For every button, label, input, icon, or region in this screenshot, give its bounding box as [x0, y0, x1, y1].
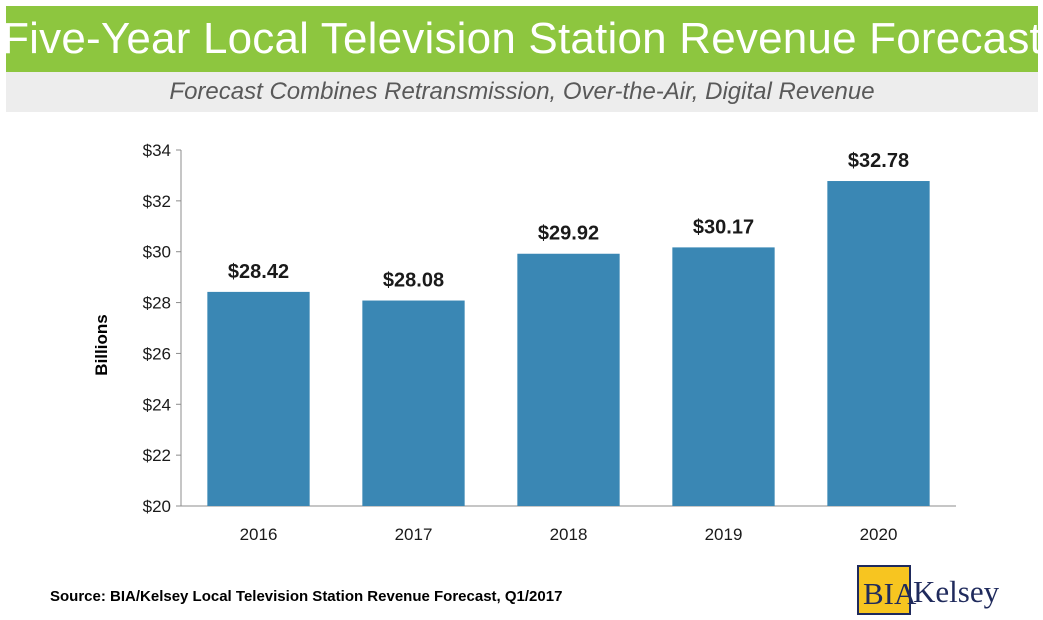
y-tick-label: $24	[143, 395, 171, 414]
y-tick-label: $20	[143, 497, 171, 516]
data-label-2018: $29.92	[538, 223, 599, 245]
y-axis-label: Billions	[92, 314, 111, 375]
bar-2018	[517, 253, 620, 506]
chart-subtitle: Forecast Combines Retransmission, Over-t…	[169, 78, 875, 105]
y-tick-label: $34	[143, 141, 171, 160]
bar-2019	[672, 247, 775, 507]
x-tick-label: 2017	[395, 525, 433, 544]
logo-box: BIA	[857, 565, 916, 615]
data-label-2016: $28.42	[228, 261, 289, 283]
title-bar: Five-Year Local Television Station Reven…	[2, 6, 1042, 72]
subtitle-bar: Forecast Combines Retransmission, Over-t…	[6, 72, 1038, 112]
y-tick-label: $30	[143, 243, 171, 262]
y-tick-label: $26	[143, 344, 171, 363]
x-tick-label: 2019	[705, 525, 743, 544]
logo-kelsey-text: Kelsey	[913, 574, 1000, 609]
chart-labels: 2016 $28.42 2017 $28.08 2018 $29.92 2019 $30.17…	[228, 150, 909, 544]
bar-2016	[207, 291, 310, 506]
y-tick-label: $22	[143, 446, 171, 465]
chart-title: Five-Year Local Television Station Reven…	[2, 14, 1042, 63]
data-label-2020: $32.78	[848, 150, 909, 172]
x-tick-label: 2018	[550, 525, 588, 544]
bia-kelsey-logo: BIA Kelsey	[857, 565, 1017, 617]
x-tick-label: 2020	[860, 525, 898, 544]
x-tick-label: 2016	[240, 525, 278, 544]
y-tick-label: $28	[143, 294, 171, 313]
data-label-2017: $28.08	[383, 270, 444, 292]
data-label-2019: $30.17	[693, 216, 754, 238]
bar-2020	[827, 181, 930, 506]
y-tick-label: $32	[143, 192, 171, 211]
source-note: Source: BIA/Kelsey Local Television Stat…	[50, 588, 563, 605]
logo-bia-text: BIA	[863, 576, 917, 611]
bar-2017	[362, 300, 465, 506]
chart-bars	[207, 181, 930, 507]
